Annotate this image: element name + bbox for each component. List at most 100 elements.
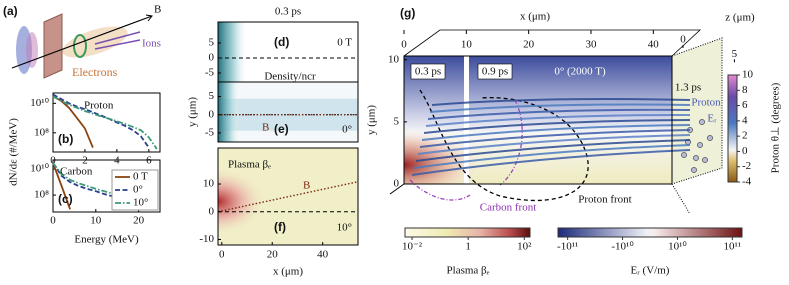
trajectory: [413, 144, 691, 169]
trajectory: [415, 139, 691, 162]
colorbar-label: Plasma βₑ: [447, 265, 490, 277]
trajectory: [427, 108, 691, 120]
annotation: Proton: [84, 100, 114, 112]
y-tick-label: 10: [203, 178, 215, 190]
annotation: Proton: [691, 97, 721, 109]
annotation: 1.3 ps: [675, 82, 701, 94]
y-tick-label: -5: [205, 67, 215, 79]
colorbar: [557, 227, 743, 238]
colorbar-label: Proton θ⊥ (degrees): [770, 82, 782, 173]
annotation: Carbon: [60, 166, 93, 178]
y-tick-label: 10¹⁰: [30, 163, 49, 175]
plot-frame: [52, 159, 161, 213]
x-tick-label: 20: [267, 249, 279, 261]
x-tick-label: 4: [114, 155, 120, 167]
slice-gap: [464, 56, 469, 184]
series-line: [52, 93, 150, 149]
annotation: 0° (2000 T): [554, 66, 606, 78]
ions-label: Ions: [142, 38, 161, 50]
chart-title: 0.3 ps: [275, 6, 301, 18]
plot-frame: [403, 55, 673, 185]
late-proton: [702, 157, 708, 163]
annotation: 0.9 ps: [482, 66, 508, 78]
colorbar-tick-label: 6: [742, 99, 748, 111]
late-proton: [693, 155, 699, 161]
x-tick-label: 0: [401, 39, 407, 51]
late-proton: [707, 135, 713, 141]
carbon-front: [409, 179, 471, 201]
colorbar: [727, 74, 738, 183]
trajectory: [421, 124, 691, 141]
y-axis-label: dN/dε (#/MeV): [8, 118, 20, 186]
diagram-shape: [145, 14, 153, 22]
colorbar-tick-label: 10¹⁰: [668, 241, 687, 253]
trajectory: [423, 119, 691, 134]
panel-label: (c): [58, 192, 73, 206]
y-tick-label: 10: [388, 53, 400, 65]
x-axis-label: Energy (MeV): [74, 234, 139, 246]
x-tick-label: 40: [317, 249, 329, 261]
colorbar-tick-label: -10¹¹: [557, 241, 578, 253]
diagram-shape: [62, 26, 128, 58]
x-tick-label: 20: [523, 39, 535, 51]
annotation: 10°: [337, 222, 352, 234]
y-tick-label: 10⁸: [34, 126, 49, 138]
diagram-shape: [94, 39, 141, 50]
colorbar-tick-label: 2: [742, 130, 748, 142]
panel-label: (d): [274, 35, 289, 49]
box-edge: [671, 183, 691, 215]
panel-label: (b): [58, 132, 73, 146]
annotation: 0 T: [337, 37, 352, 49]
colorbar-tick-label: 10²: [517, 241, 532, 253]
box-edge: [389, 183, 405, 195]
colorbar-tick-label: 10: [742, 69, 754, 81]
x-tick-label: 6: [146, 155, 152, 167]
x-axis-label: x (μm): [273, 266, 303, 278]
colorbar-tick-label: -2: [742, 160, 751, 172]
diagram-shape: [73, 34, 87, 58]
heatmap: [218, 148, 358, 245]
box-edge: [403, 29, 702, 57]
diagram-shape: [11, 15, 153, 69]
y-tick-label: 0: [209, 108, 215, 120]
legend-label: 0°: [133, 184, 143, 196]
electrons-label: Electrons: [72, 65, 118, 79]
legend-label: 0 T: [133, 171, 148, 183]
z-tick-label: 5: [732, 48, 738, 60]
colorbar-tick-label: 1: [465, 241, 471, 253]
y-tick-label: 5: [209, 37, 215, 49]
trajectory: [425, 113, 691, 127]
y-tick-label: 0: [209, 52, 215, 64]
x-tick-label: 40: [648, 39, 660, 51]
colorbar: [404, 227, 531, 238]
colorbar-tick-label: 8: [742, 84, 748, 96]
carbon-front: [499, 99, 523, 186]
y-tick-label: -5: [205, 126, 215, 138]
colorbar-label: Density/ncr: [264, 71, 316, 83]
annotation-bg: [410, 63, 446, 80]
colorbar-tick-label: -4: [742, 176, 752, 188]
heatmap: [218, 22, 248, 82]
y-axis-label: y (μm): [187, 97, 199, 127]
heatmap: [218, 82, 240, 142]
plot-frame: [217, 147, 359, 246]
x-axis-label: x (μm): [520, 11, 550, 23]
series-line: [52, 95, 94, 148]
trajectory: [417, 134, 691, 155]
panel-label: (g): [400, 6, 415, 20]
field-label: B: [154, 4, 161, 16]
trajectory: [431, 97, 691, 106]
late-proton: [699, 119, 705, 125]
late-slice: [671, 37, 723, 185]
trajectory: [419, 129, 691, 148]
y-axis-label: y (μm): [366, 105, 378, 135]
plot-frame: [217, 81, 359, 143]
x-tick-label: 20: [133, 215, 145, 227]
annotation: Eᵣ: [707, 113, 717, 125]
y-tick-label: 5: [209, 90, 215, 102]
colorbar-tick-label: 4: [742, 114, 748, 126]
legend-label: 10°: [133, 197, 148, 209]
x-tick-label: 0: [50, 215, 56, 227]
diagram-shape: [43, 13, 63, 79]
